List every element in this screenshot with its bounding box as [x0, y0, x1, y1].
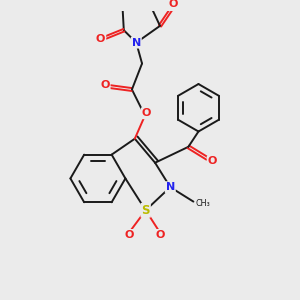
- Text: O: O: [142, 108, 151, 118]
- Text: N: N: [166, 182, 175, 192]
- Text: O: O: [169, 0, 178, 9]
- Text: O: O: [208, 156, 217, 166]
- Text: O: O: [96, 34, 105, 44]
- Text: S: S: [141, 204, 150, 217]
- Text: N: N: [132, 38, 141, 48]
- Text: O: O: [100, 80, 110, 90]
- Text: CH₃: CH₃: [196, 200, 211, 208]
- Text: O: O: [155, 230, 165, 240]
- Text: O: O: [124, 230, 134, 240]
